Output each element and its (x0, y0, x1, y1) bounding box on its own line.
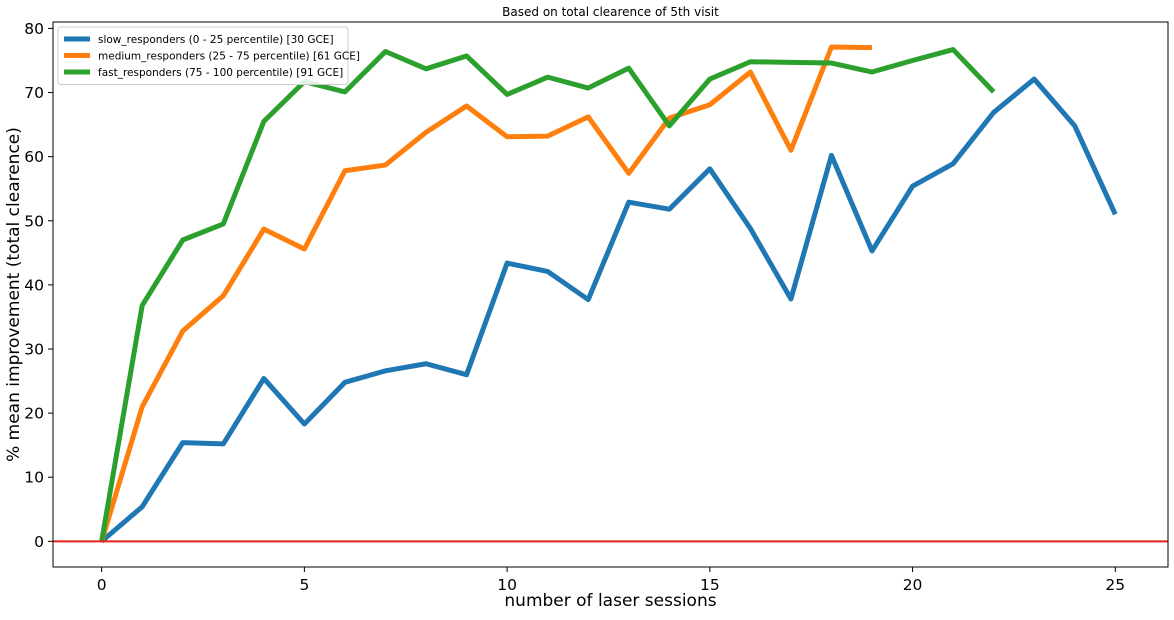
x-tick-label: 0 (97, 576, 107, 594)
series-line-3 (99, 47, 996, 542)
legend-label: slow_responders (0 - 25 percentile) [30 … (98, 34, 334, 46)
y-axis-title: % mean improvement (total clearence) (4, 127, 24, 462)
y-tick-label: 50 (24, 212, 44, 230)
chart-title: Based on total clearence of 5th visit (502, 5, 719, 19)
x-axis-title: number of laser sessions (504, 591, 716, 611)
y-tick-label: 30 (24, 341, 44, 359)
y-tick-label: 0 (34, 533, 44, 551)
series-line-1 (100, 76, 1118, 544)
y-tick-label: 60 (24, 148, 44, 166)
series-line-2 (99, 44, 873, 543)
y-tick-label: 40 (24, 276, 44, 294)
x-tick-label: 15 (700, 576, 720, 594)
x-axis: 0 5 10 15 20 25 (97, 567, 1125, 594)
legend-label: medium_responders (25 - 75 percentile) [… (98, 50, 360, 62)
y-tick-label: 10 (24, 469, 44, 487)
x-tick-label: 5 (299, 576, 309, 594)
y-tick-label: 70 (24, 84, 44, 102)
x-tick-label: 25 (1105, 576, 1125, 594)
x-tick-label: 10 (497, 576, 517, 594)
plot-area (53, 44, 1168, 544)
y-tick-label: 20 (24, 405, 44, 423)
y-tick-label: 80 (24, 20, 44, 38)
legend: slow_responders (0 - 25 percentile) [30 … (57, 26, 360, 85)
plot-frame (52, 21, 1169, 568)
legend-box (57, 26, 349, 85)
y-axis: 0 10 20 30 40 50 60 70 80 (24, 20, 53, 551)
x-tick-label: 20 (903, 576, 923, 594)
legend-label: fast_responders (75 - 100 percentile) [9… (98, 67, 343, 79)
